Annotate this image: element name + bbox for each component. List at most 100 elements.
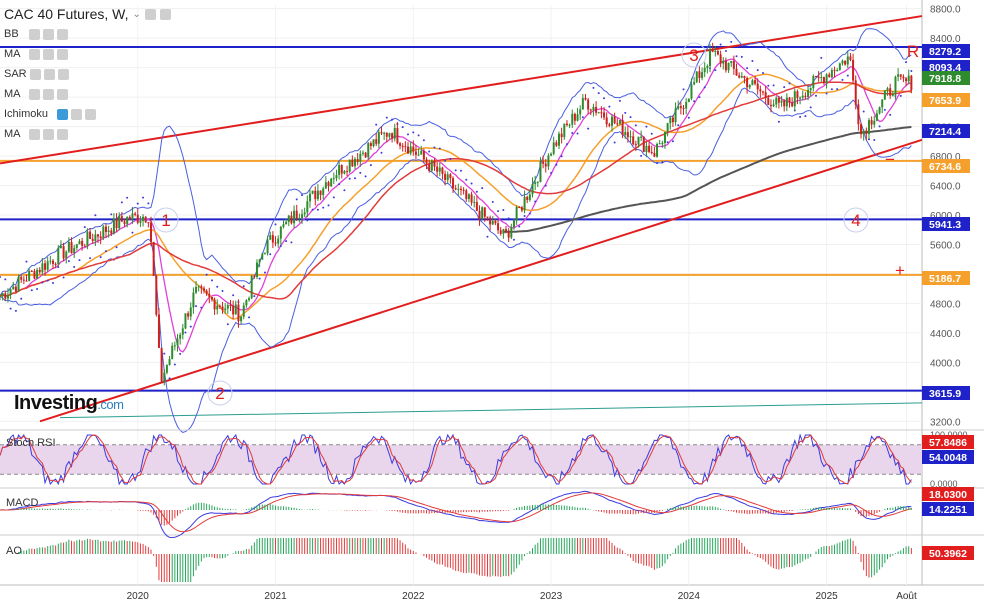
sar-dot	[184, 331, 187, 334]
macd-flag-label: 18.0300	[929, 489, 967, 501]
candle-body	[123, 221, 126, 224]
candle-body	[809, 88, 812, 91]
candle-body	[131, 213, 134, 220]
eye-icon[interactable]	[29, 68, 41, 80]
candle-body	[46, 261, 49, 270]
sar-dot	[677, 124, 680, 127]
candle-body	[730, 60, 733, 63]
sar-dot	[364, 175, 367, 178]
candle-body	[107, 230, 110, 232]
candle-body	[534, 182, 537, 184]
candle-body	[698, 71, 701, 78]
sar-dot	[428, 150, 431, 153]
candle-body	[581, 98, 584, 110]
indicator-legend-5[interactable]: MA	[4, 128, 68, 140]
indicator-legend-2[interactable]: SAR	[4, 68, 69, 80]
ao-label[interactable]: AO	[6, 545, 22, 557]
gear-icon[interactable]	[43, 28, 54, 40]
indicator-legend-1[interactable]: MA	[4, 48, 68, 60]
candle-body	[897, 74, 900, 77]
candle-body	[860, 124, 863, 135]
chevron-down-icon[interactable]: ⌄	[132, 8, 141, 20]
candle-body	[298, 217, 301, 219]
candle-body	[865, 130, 868, 135]
candle-body	[671, 117, 674, 123]
sar-dot	[385, 116, 388, 119]
candle-body	[783, 100, 786, 107]
price-flag-label: 7653.9	[929, 95, 961, 107]
candle-body	[552, 142, 555, 154]
candle-body	[640, 136, 643, 138]
candle-body	[788, 97, 791, 103]
candle-body	[719, 54, 722, 64]
candle-body	[793, 91, 796, 107]
close-icon[interactable]	[57, 128, 68, 140]
sar-dot	[99, 256, 102, 259]
candle-body	[470, 194, 473, 203]
ma-medium	[0, 73, 912, 320]
candle-body	[825, 74, 828, 84]
gear-icon[interactable]	[71, 108, 82, 120]
sar-dot	[205, 273, 208, 276]
candle-body	[208, 293, 211, 297]
eye-icon[interactable]	[29, 28, 40, 40]
candle-body	[515, 207, 518, 221]
candle-body	[849, 56, 852, 60]
eye-icon[interactable]	[29, 128, 40, 140]
gear-icon[interactable]	[43, 88, 54, 100]
candle-body	[301, 214, 304, 218]
sar-dot	[883, 108, 886, 111]
sar-dot	[905, 61, 908, 64]
candle-body	[104, 226, 107, 232]
close-icon[interactable]	[57, 68, 69, 80]
eye-icon[interactable]	[144, 8, 156, 20]
sar-dot	[475, 190, 478, 193]
close-icon[interactable]	[57, 48, 68, 60]
indicator-legend-4[interactable]: Ichimoku	[4, 108, 96, 120]
sar-dot	[391, 118, 394, 121]
candle-body	[656, 144, 659, 157]
candle-body	[36, 269, 39, 279]
sar-dot	[348, 177, 351, 180]
candle-body	[703, 68, 706, 73]
eye-icon[interactable]	[29, 48, 40, 60]
candle-body	[902, 76, 905, 79]
candle-body	[139, 220, 142, 223]
annotation-circle	[153, 207, 179, 233]
eye-icon[interactable]	[57, 108, 68, 120]
sar-dot	[322, 206, 325, 209]
sar-dot	[528, 212, 531, 215]
indicator-legend-3[interactable]: MA	[4, 88, 68, 100]
price-flag	[922, 386, 970, 400]
candle-body	[14, 286, 17, 292]
sar-dot	[470, 182, 473, 185]
sar-dot	[295, 198, 298, 201]
candle-body	[531, 183, 534, 195]
gear-icon[interactable]	[43, 68, 55, 80]
candle-body	[785, 97, 788, 107]
close-icon[interactable]	[85, 108, 96, 120]
candle-body	[385, 132, 388, 137]
candle-body	[110, 230, 113, 234]
candle-body	[54, 263, 57, 265]
indicator-legend-0[interactable]: BB	[4, 28, 68, 40]
close-icon[interactable]	[57, 28, 68, 40]
sar-dot	[232, 294, 235, 297]
indicator-label: MA	[4, 88, 21, 100]
candle-body	[4, 293, 7, 299]
stoch-d	[0, 434, 912, 485]
gear-icon[interactable]	[43, 128, 54, 140]
eye-icon[interactable]	[29, 88, 40, 100]
candle-body	[83, 245, 86, 247]
gear-icon[interactable]	[159, 8, 171, 20]
candle-body	[584, 98, 587, 100]
sar-dot	[179, 352, 182, 355]
macd-label[interactable]: MACD	[6, 497, 38, 509]
candle-body	[41, 263, 44, 273]
candle-body	[754, 80, 757, 84]
stoch-rsi-label[interactable]: Stoch RSI	[6, 437, 56, 449]
sar-dot	[597, 92, 600, 95]
close-icon[interactable]	[57, 88, 68, 100]
gear-icon[interactable]	[43, 48, 54, 60]
